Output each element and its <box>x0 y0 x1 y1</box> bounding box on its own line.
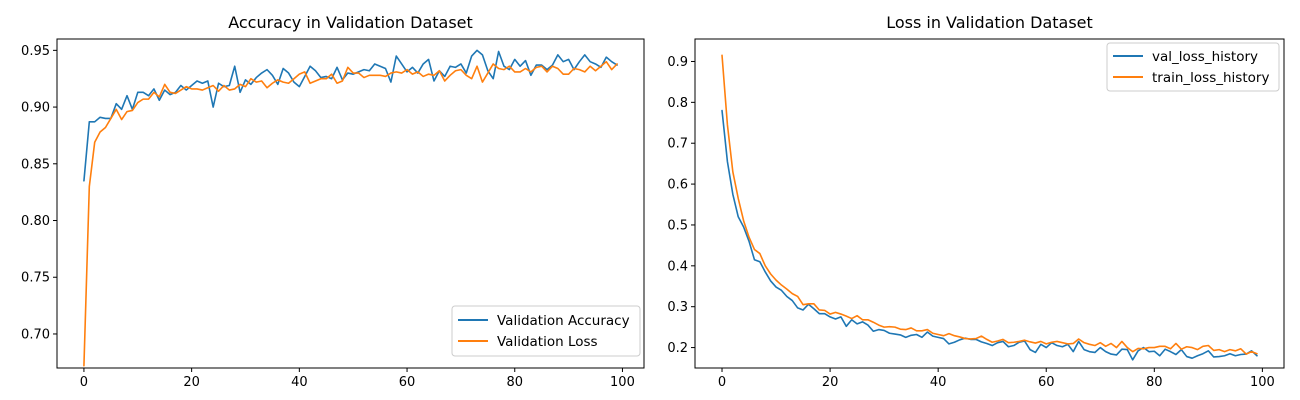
loss-chart-title: Loss in Validation Dataset <box>886 13 1093 32</box>
accuracy-y-tick-label: 0.80 <box>21 214 50 229</box>
loss-series-line-1 <box>721 109 1258 361</box>
accuracy-x-tick-label: 80 <box>506 375 523 390</box>
loss-series-line-2 <box>721 54 1258 355</box>
loss-x-tick-label: 80 <box>1146 375 1163 390</box>
loss-y-tick-label: 0.5 <box>667 218 688 233</box>
loss-y-tick-label: 0.7 <box>667 137 688 152</box>
accuracy-plot-area: 0 20 40 60 80 100 0.70 0.75 0.80 0.85 0.90 0.95 <box>21 38 645 390</box>
loss-y-tick-label: 0.9 <box>667 55 688 70</box>
accuracy-chart-panel: Accuracy in Validation Dataset 0 20 40 60 80… <box>21 13 645 390</box>
accuracy-x-tick-label: 40 <box>291 375 308 390</box>
accuracy-y-tick-label: 0.85 <box>21 157 50 172</box>
accuracy-x-tick-label: 20 <box>183 375 200 390</box>
loss-plot-area: 0 20 40 60 80 100 0.2 0.3 0.4 0.5 0.6 0.7 0.8 0.9 <box>667 38 1285 390</box>
loss-chart-panel: Loss in Validation Dataset 0 20 40 60 80 1000… <box>667 13 1285 390</box>
loss-legend-label-2: train_loss_history <box>1152 70 1269 86</box>
loss-legend-label-1: val_loss_history <box>1152 49 1258 65</box>
loss-y-tick-label: 0.6 <box>667 178 688 193</box>
accuracy-chart-title: Accuracy in Validation Dataset <box>228 13 473 32</box>
accuracy-y-tick-label: 0.95 <box>21 44 50 59</box>
accuracy-x-tick-label: 60 <box>399 375 416 390</box>
loss-x-tick-label: 0 <box>718 375 726 390</box>
accuracy-legend-box <box>451 305 641 357</box>
loss-x-tick-label: 100 <box>1250 375 1275 390</box>
loss-y-tick-label: 0.8 <box>667 96 688 111</box>
accuracy-axes-frame <box>56 38 645 369</box>
accuracy-legend-label-1: Validation Accuracy <box>497 313 630 329</box>
accuracy-x-tick-label: 0 <box>80 375 88 390</box>
accuracy-legend-label-2: Validation Loss <box>497 334 598 350</box>
loss-y-tick-label: 0.3 <box>667 300 688 315</box>
loss-legend-box <box>1106 42 1280 92</box>
accuracy-legend: Validation Accuracy Validation Loss <box>451 305 641 357</box>
accuracy-y-tick-label: 0.90 <box>21 101 50 116</box>
loss-x-tick-label: 20 <box>822 375 839 390</box>
loss-y-tick-label: 0.4 <box>667 259 688 274</box>
loss-y-tick-label: 0.2 <box>667 341 688 356</box>
loss-x-tick-label: 60 <box>1038 375 1055 390</box>
accuracy-y-tick-label: 0.70 <box>21 327 50 342</box>
accuracy-y-tick-label: 0.75 <box>21 271 50 286</box>
accuracy-series-line-2 <box>83 60 618 367</box>
loss-legend: val_loss_history train_loss_history <box>1106 42 1280 92</box>
loss-axes-frame <box>694 38 1285 369</box>
accuracy-x-tick-label: 100 <box>610 375 635 390</box>
loss-x-tick-label: 40 <box>930 375 947 390</box>
